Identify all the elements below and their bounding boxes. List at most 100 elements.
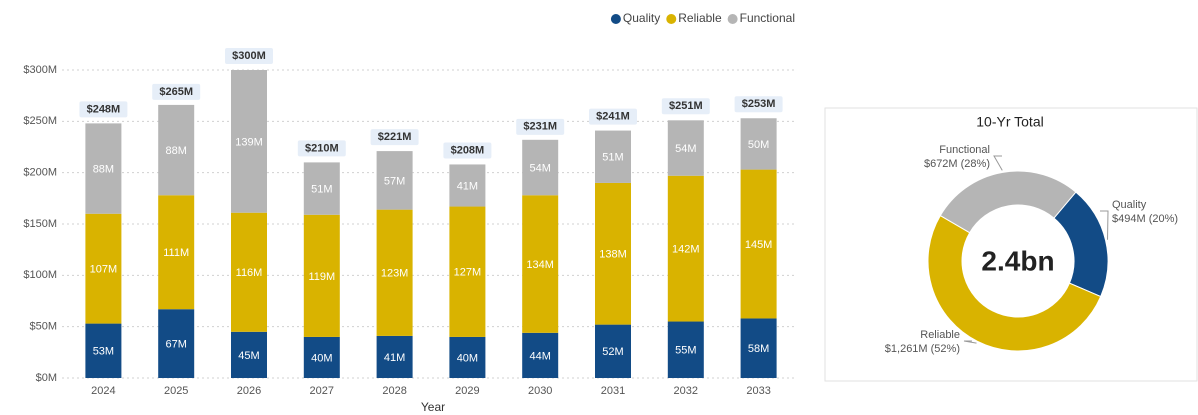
x-tick-label: 2032 [674, 385, 698, 397]
x-tick-label: 2031 [601, 385, 625, 397]
total-label: $208M [451, 144, 485, 156]
bar-segment [303, 214, 340, 337]
bar-value-label: 107M [90, 264, 118, 276]
y-tick-label: $250M [23, 115, 57, 127]
bar-value-label: 50M [748, 139, 769, 151]
bar-segment [303, 336, 340, 378]
slice-value-label: $494M (20%) [1112, 213, 1178, 225]
total-label: $251M [669, 100, 703, 112]
legend-marker [727, 14, 738, 24]
bar-segment [449, 206, 486, 337]
total-label: $221M [378, 131, 412, 143]
bar-segment [303, 162, 340, 215]
bar-value-label: 67M [165, 339, 186, 351]
total-label: $265M [159, 86, 193, 98]
bar-segment [158, 309, 195, 378]
bar-value-label: 40M [457, 352, 478, 364]
bar-value-label: 58M [748, 343, 769, 355]
bar-value-label: 145M [745, 239, 773, 251]
bar-value-label: 55M [675, 345, 696, 357]
bar-segment [231, 331, 267, 378]
total-label-box [661, 98, 710, 115]
y-tick-label: $0M [36, 372, 57, 384]
bar-segment [85, 323, 122, 378]
total-label-box [297, 140, 346, 157]
total-label-box [370, 129, 419, 146]
leader-line [993, 155, 1003, 171]
bar-value-label: 45M [238, 350, 259, 362]
slice-value-label: $672M (28%) [924, 158, 990, 170]
total-label-box [589, 108, 637, 125]
y-tick-label: $50M [29, 321, 57, 333]
slice-value-label: $1,261M (52%) [885, 343, 960, 355]
bar-value-label: 88M [165, 145, 186, 157]
bar-segment [522, 139, 559, 196]
total-label-box [734, 96, 783, 113]
x-tick-label: 2026 [237, 385, 261, 397]
x-tick-label: 2033 [746, 385, 770, 397]
bar-value-label: 54M [675, 143, 696, 155]
slice-name: Reliable [920, 329, 960, 341]
y-tick-label: $150M [23, 218, 57, 230]
y-tick-label: $300M [23, 64, 57, 76]
bar-segment [667, 120, 704, 176]
legend-label: Reliable [678, 11, 722, 25]
total-label-box [79, 101, 128, 118]
bar-segment [85, 213, 122, 324]
total-label: $231M [523, 121, 557, 133]
x-axis-title: Year [421, 400, 445, 414]
bar-value-label: 138M [599, 249, 627, 261]
legend-marker [610, 14, 621, 24]
bar-value-label: 88M [93, 163, 114, 175]
bar-segment [231, 70, 267, 213]
slice-name: Quality [1112, 199, 1147, 211]
bar-value-label: 41M [457, 180, 478, 192]
bar-value-label: 40M [311, 352, 332, 364]
bar-segment [449, 164, 486, 207]
bar-segment [667, 175, 704, 322]
bar-value-label: 127M [454, 267, 482, 279]
bar-value-label: 52M [602, 346, 623, 358]
bar-value-label: 139M [235, 136, 263, 148]
total-label: $210M [305, 142, 339, 154]
bar-segment [158, 195, 195, 310]
bar-value-label: 123M [381, 268, 409, 280]
bar-value-label: 54M [529, 162, 550, 174]
bar-segment [376, 335, 413, 378]
bar-value-label: 119M [308, 271, 335, 283]
y-tick-label: $100M [23, 269, 57, 281]
legend-label: Functional [740, 11, 795, 25]
bar-segment [158, 104, 195, 196]
total-label-box [516, 118, 565, 135]
x-tick-label: 2024 [91, 385, 115, 397]
total-label: $248M [87, 103, 121, 115]
bar-segment [522, 195, 559, 333]
bar-value-label: 41M [384, 352, 405, 364]
leader-line [1100, 210, 1109, 240]
total-label: $241M [596, 110, 630, 122]
donut-slice [927, 214, 1102, 352]
bar-value-label: 53M [93, 346, 114, 358]
bar-segment [376, 151, 413, 210]
donut-center-label: 2.4bn [981, 245, 1054, 276]
bar-value-label: 116M [236, 267, 263, 279]
x-tick-label: 2030 [528, 385, 552, 397]
bar-value-label: 51M [311, 183, 332, 195]
y-tick-label: $200M [23, 167, 57, 179]
x-tick-label: 2027 [310, 385, 334, 397]
bar-segment [376, 209, 413, 336]
bar-value-label: 51M [602, 152, 623, 164]
bar-segment [85, 123, 122, 214]
bar-segment [740, 318, 777, 378]
bar-segment [595, 130, 631, 183]
bar-segment [740, 118, 777, 170]
total-label-box [443, 142, 492, 159]
bar-segment [595, 182, 631, 325]
bar-value-label: 44M [529, 350, 550, 362]
x-tick-label: 2025 [164, 385, 188, 397]
bar-value-label: 134M [526, 259, 554, 271]
bar-segment [667, 321, 704, 378]
bar-segment [449, 336, 486, 378]
bar-segment [595, 324, 631, 378]
